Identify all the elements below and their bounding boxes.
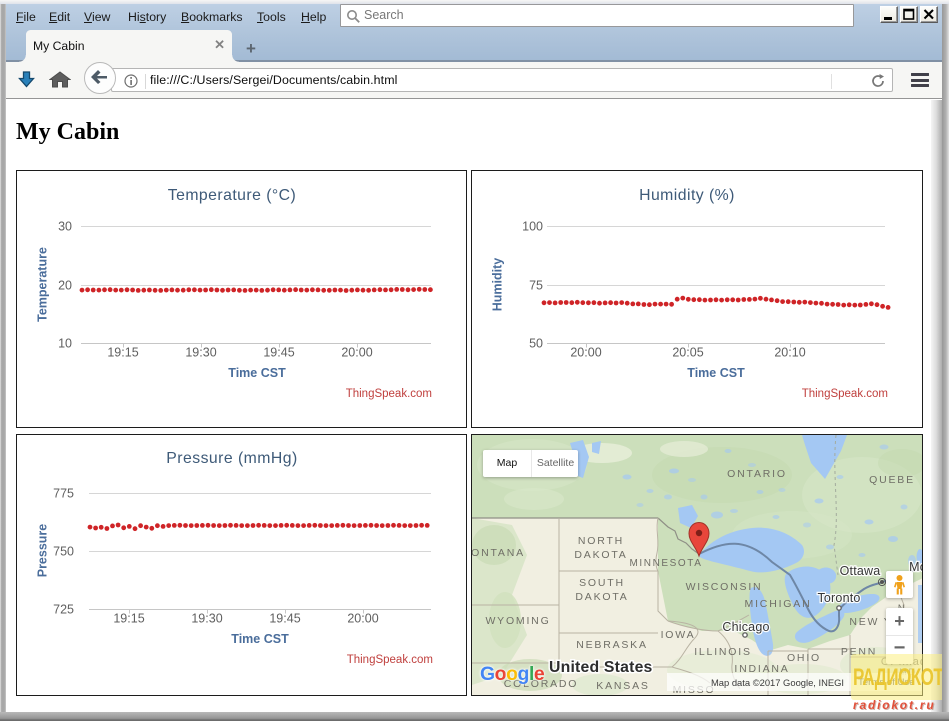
svg-text:WISCONSIN: WISCONSIN [686, 581, 763, 593]
svg-text:ONTARIO: ONTARIO [727, 468, 787, 480]
svg-text:DAKOTA: DAKOTA [575, 591, 628, 603]
svg-text:10: 10 [58, 337, 72, 351]
svg-text:20:00: 20:00 [347, 612, 378, 626]
svg-text:725: 725 [53, 603, 74, 617]
svg-text:20:10: 20:10 [774, 346, 805, 360]
svg-text:19:15: 19:15 [113, 612, 144, 626]
svg-text:NORTH: NORTH [578, 535, 624, 547]
svg-text:19:45: 19:45 [269, 612, 300, 626]
svg-text:SOUTH: SOUTH [579, 577, 625, 589]
svg-text:Temperature: Temperature [36, 247, 50, 322]
svg-text:ONTANA: ONTANA [472, 547, 525, 559]
svg-text:Chicago: Chicago [722, 620, 769, 634]
svg-text:OHIO: OHIO [787, 652, 821, 664]
svg-text:NEW Y: NEW Y [849, 616, 892, 628]
svg-text:Ottawa: Ottawa [840, 564, 881, 578]
svg-text:Pressure: Pressure [36, 524, 50, 578]
svg-text:75: 75 [529, 279, 543, 293]
svg-text:Humidity (%): Humidity (%) [639, 187, 735, 204]
svg-text:ThingSpeak.com: ThingSpeak.com [802, 388, 888, 400]
svg-text:Time CST: Time CST [231, 632, 289, 646]
svg-text:MICHIGAN: MICHIGAN [745, 598, 812, 610]
svg-text:KANSAS: KANSAS [596, 680, 649, 692]
svg-text:30: 30 [58, 220, 72, 234]
svg-text:20:00: 20:00 [570, 346, 601, 360]
svg-text:19:15: 19:15 [107, 346, 138, 360]
svg-text:20:00: 20:00 [341, 346, 372, 360]
svg-text:Pressure (mmHg): Pressure (mmHg) [166, 450, 297, 467]
svg-text:Humidity: Humidity [491, 258, 505, 312]
svg-text:QUEBE: QUEBE [869, 474, 915, 486]
svg-text:20:05: 20:05 [672, 346, 703, 360]
svg-text:50: 50 [529, 337, 543, 351]
svg-text:MINNESOTA: MINNESOTA [629, 558, 702, 569]
svg-text:United States: United States [549, 659, 653, 676]
svg-text:19:30: 19:30 [185, 346, 216, 360]
svg-text:20: 20 [58, 279, 72, 293]
svg-text:Time CST: Time CST [687, 366, 745, 380]
svg-text:WYOMING: WYOMING [485, 615, 550, 627]
svg-text:INDIANA: INDIANA [734, 663, 789, 675]
svg-text:IOWA: IOWA [661, 629, 696, 641]
svg-text:ILLINOIS: ILLINOIS [694, 646, 752, 658]
svg-text:19:45: 19:45 [263, 346, 294, 360]
svg-text:ThingSpeak.com: ThingSpeak.com [347, 654, 433, 666]
svg-text:Time CST: Time CST [228, 366, 286, 380]
svg-text:Temperature (°C): Temperature (°C) [168, 187, 297, 204]
svg-text:DAKOTA: DAKOTA [574, 549, 627, 561]
svg-text:100: 100 [522, 220, 543, 234]
svg-text:COLORADO: COLORADO [504, 678, 579, 690]
svg-text:750: 750 [53, 545, 74, 559]
svg-text:ThingSpeak.com: ThingSpeak.com [346, 388, 432, 400]
svg-text:19:30: 19:30 [191, 612, 222, 626]
svg-text:NEBRASKA: NEBRASKA [576, 639, 648, 651]
svg-text:775: 775 [53, 487, 74, 501]
svg-text:Toronto: Toronto [817, 591, 860, 605]
